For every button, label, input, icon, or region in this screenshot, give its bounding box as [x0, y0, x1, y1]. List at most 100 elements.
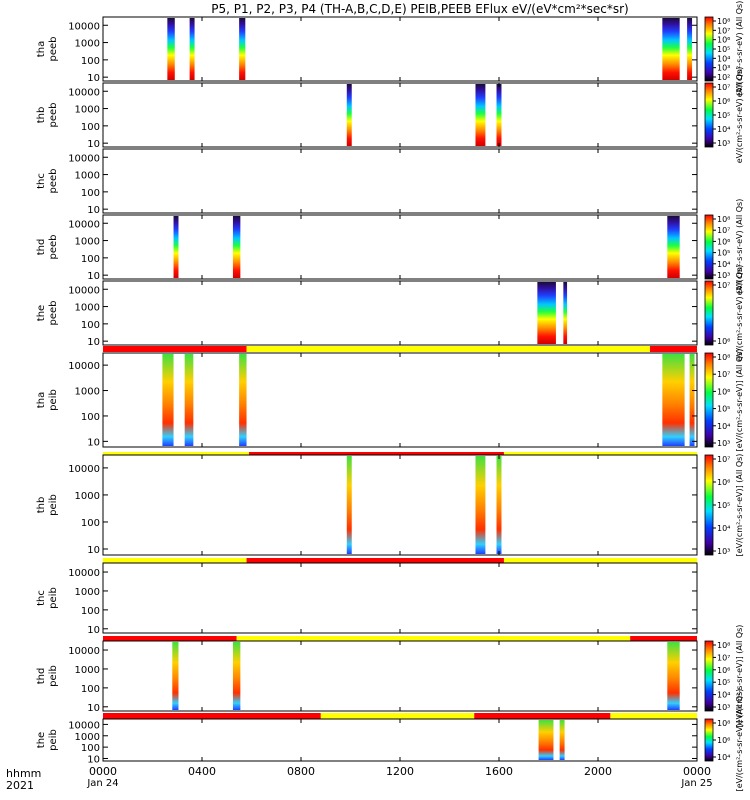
- colorbar-tick-label: 10³: [717, 271, 730, 280]
- x-tick-label: 1200: [386, 765, 414, 778]
- x-tick-label: 0000: [683, 765, 711, 778]
- spectrogram-block: [662, 18, 680, 80]
- y-tick-label: 100: [81, 56, 100, 67]
- colorbar-tick-label: 10⁴: [717, 422, 730, 431]
- panel-product-label: peeb: [48, 235, 59, 260]
- colorbar-tick-label: 10⁷: [717, 83, 730, 92]
- chart-title: P5, P1, P2, P3, P4 (TH-A,B,C,D,E) PEIB,P…: [211, 2, 628, 16]
- y-tick-label: 10000: [68, 87, 100, 98]
- panel-product-label: peeb: [48, 37, 59, 62]
- y-tick-label: 1000: [75, 587, 100, 598]
- colorbar-tick-label: 10⁶: [717, 736, 730, 745]
- y-tick-label: 10: [87, 545, 100, 556]
- y-tick-label: 1000: [75, 491, 100, 502]
- colorbar-tick-label: 10⁵: [717, 45, 730, 54]
- spectrogram-block: [162, 354, 174, 446]
- status-bar-segment: [503, 558, 697, 564]
- y-tick-label: 10000: [68, 153, 100, 164]
- y-tick-label: 10: [87, 139, 100, 150]
- colorbar-tick-label: 10³: [717, 439, 730, 448]
- x-tick-label: 0400: [188, 765, 216, 778]
- status-bar-segment: [649, 346, 697, 352]
- status-bar-segment: [246, 558, 504, 564]
- y-tick-label: 100: [81, 606, 100, 617]
- panel-probe-label: the: [36, 732, 47, 748]
- y-tick-label: 1000: [75, 171, 100, 182]
- colorbar: [704, 82, 714, 148]
- y-tick-label: 10: [87, 625, 100, 636]
- colorbar-title: eV/(cm²-s-sr-eV) (All Qs): [735, 199, 744, 296]
- panel-background: [103, 83, 697, 147]
- y-tick-label: 100: [81, 320, 100, 331]
- panel-probe-label: tha: [36, 41, 47, 57]
- colorbar-tick-label: 10⁷: [717, 226, 730, 235]
- spectrogram-block: [563, 282, 568, 344]
- y-tick-label: 10: [87, 703, 100, 714]
- colorbar-title: [eV/(cm²-s-sr-eV)] (All Qs): [735, 454, 744, 557]
- panel-probe-label: thd: [36, 668, 47, 685]
- spectrogram-block: [173, 216, 179, 278]
- colorbar-tick-label: 10⁵: [717, 678, 730, 687]
- spectrogram-block: [667, 642, 680, 710]
- colorbar-title: [eV/(cm²-s-sr-eV)] (All Qs): [735, 625, 744, 728]
- x-tick-label: 2000: [584, 765, 612, 778]
- panel-product-label: peeb: [48, 103, 59, 128]
- spectrogram-block: [239, 18, 246, 80]
- colorbar-tick-label: 10³: [717, 64, 730, 73]
- colorbar-tick-label: 10⁶: [717, 478, 730, 487]
- panel-probe-label: thd: [36, 239, 47, 256]
- colorbar-tick-label: 10⁴: [717, 125, 730, 134]
- colorbar-tick-label: 10⁷: [717, 455, 730, 464]
- status-bar-segment: [320, 713, 475, 719]
- spectrogram-block: [496, 84, 502, 146]
- spectrogram-block: [232, 216, 241, 278]
- y-tick-label: 10: [87, 205, 100, 216]
- status-bar-segment: [103, 346, 247, 352]
- x-axis-year-label: 2021: [6, 779, 34, 792]
- colorbar-tick-label: 10⁸: [717, 719, 730, 728]
- y-tick-label: 10000: [68, 646, 100, 657]
- panel-product-label: peeb: [48, 301, 59, 326]
- status-bar-segment: [103, 713, 321, 719]
- spectrogram-block: [475, 456, 486, 554]
- colorbar-tick-label: 10⁶: [717, 666, 730, 675]
- panel-product-label: peib: [48, 665, 59, 687]
- spectrogram-block: [167, 18, 175, 80]
- panel-background: [103, 215, 697, 279]
- colorbar-tick-label: 10⁴: [717, 260, 730, 269]
- panel-background: [103, 563, 697, 633]
- panel-probe-label: thc: [36, 173, 47, 189]
- x-date-label: Jan 25: [680, 778, 712, 789]
- y-tick-label: 10000: [68, 568, 100, 579]
- colorbar-tick-label: 10⁶: [717, 237, 730, 246]
- y-tick-label: 1000: [75, 387, 100, 398]
- status-bar-segment: [630, 636, 697, 642]
- panel-product-label: peib: [48, 494, 59, 516]
- colorbar-tick-label: 10⁶: [717, 337, 730, 346]
- y-tick-label: 1000: [75, 39, 100, 50]
- spectrogram-block: [559, 720, 565, 760]
- panel-background: [103, 353, 697, 447]
- status-bar-segment: [474, 713, 611, 719]
- y-tick-label: 1000: [75, 105, 100, 116]
- x-date-label: Jan 24: [86, 778, 118, 789]
- spectrogram-block: [538, 720, 554, 760]
- colorbar-tick-label: 10⁸: [717, 353, 730, 362]
- y-tick-label: 10: [87, 271, 100, 282]
- y-tick-label: 100: [81, 188, 100, 199]
- colorbar-title: [eV/(cm²-s-sr-eV)] (All Qs): [735, 349, 744, 452]
- panel-product-label: peeb: [48, 169, 59, 194]
- panel-probe-label: tha: [36, 392, 47, 408]
- y-tick-label: 10000: [68, 720, 100, 731]
- spectrogram-block: [496, 456, 502, 554]
- y-tick-label: 10: [87, 437, 100, 448]
- colorbar-tick-label: 10⁸: [717, 215, 730, 224]
- panel-background: [103, 641, 697, 711]
- colorbar-tick-label: 10⁴: [717, 753, 730, 762]
- status-bar-segment: [236, 636, 631, 642]
- y-tick-label: 1000: [75, 237, 100, 248]
- y-tick-label: 10000: [68, 361, 100, 372]
- colorbar-tick-label: 10⁶: [717, 387, 730, 396]
- spectrogram-block: [189, 18, 195, 80]
